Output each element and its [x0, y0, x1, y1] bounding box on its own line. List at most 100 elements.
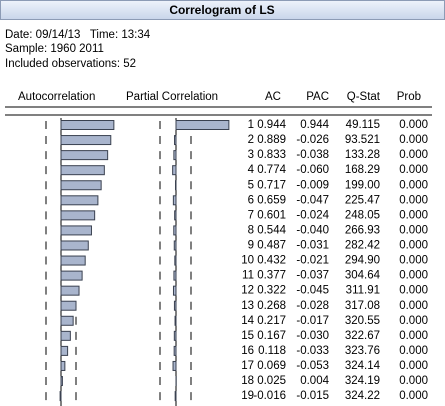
- column-header: Q-Stat: [347, 91, 381, 103]
- pac-bar: [174, 180, 177, 191]
- ac-bar: [60, 150, 109, 161]
- pac-bar: [173, 345, 177, 356]
- ac-bar: [59, 391, 62, 402]
- q-stat: 266.93: [345, 224, 380, 236]
- prob: 0.000: [399, 164, 428, 176]
- pac-value: -0.053: [296, 360, 329, 372]
- pac-bar: [173, 150, 177, 161]
- pac-value: -0.038: [296, 149, 329, 161]
- q-stat: 324.19: [345, 375, 380, 387]
- q-stat: 317.08: [345, 300, 380, 312]
- pac-value: -0.047: [296, 194, 329, 206]
- pac-bar: [173, 270, 177, 281]
- lag: 8: [248, 224, 254, 236]
- prob: 0.000: [399, 255, 428, 267]
- q-stat: 282.42: [345, 240, 380, 252]
- pac-value: -0.033: [296, 345, 329, 357]
- pac-value: -0.026: [296, 134, 329, 146]
- ac-value: 0.889: [257, 134, 286, 146]
- prob: 0.000: [399, 194, 428, 206]
- ac-bar: [60, 255, 86, 266]
- ac-bar: [60, 225, 92, 236]
- prob: 0.000: [399, 209, 428, 221]
- ac-bar: [60, 180, 102, 191]
- ac-value: 0.833: [257, 149, 286, 161]
- ac-value: 0.659: [257, 194, 286, 206]
- prob: 0.000: [399, 285, 428, 297]
- ac-bar: [60, 270, 83, 281]
- lag: 6: [248, 194, 254, 206]
- ac-value: 0.118: [258, 345, 286, 357]
- pac-bar: [172, 285, 177, 296]
- prob: 0.000: [399, 270, 428, 282]
- q-stat: 93.521: [345, 134, 380, 146]
- prob: 0.000: [399, 390, 428, 402]
- pac-bar: [175, 120, 230, 130]
- q-stat: 225.47: [345, 194, 380, 206]
- lag: 4: [248, 164, 255, 176]
- pac-value: -0.037: [296, 270, 329, 282]
- ac-bar: [60, 120, 115, 130]
- q-stat: 323.76: [345, 345, 380, 357]
- ac-value: 0.432: [257, 255, 286, 267]
- pac-bar: [174, 315, 177, 326]
- ac-bar: [60, 360, 66, 371]
- prob: 0.000: [399, 330, 428, 342]
- q-stat: 248.05: [345, 209, 380, 221]
- pac-bar: [172, 195, 177, 206]
- q-stat: 49.115: [346, 119, 380, 131]
- pac-bar: [173, 225, 177, 236]
- ac-bar: [60, 165, 105, 176]
- ac-value: 0.601: [257, 209, 286, 221]
- ac-value: 0.268: [257, 300, 286, 312]
- ac-value: 0.069: [257, 360, 286, 372]
- pac-bar: [174, 210, 177, 221]
- q-stat: 324.22: [345, 390, 380, 402]
- q-stat: 133.28: [345, 149, 380, 161]
- column-header: Prob: [397, 91, 421, 103]
- ac-bar: [60, 195, 99, 206]
- pac-value: -0.030: [296, 330, 329, 342]
- q-stat: 320.55: [345, 315, 380, 327]
- lag: 9: [248, 240, 254, 252]
- window-title: Correlogram of LS: [169, 3, 274, 17]
- prob: 0.000: [399, 119, 428, 131]
- pac-value: 0.004: [300, 375, 329, 387]
- pac-bar: [174, 135, 177, 146]
- ac-value: 0.167: [257, 330, 286, 342]
- prob: 0.000: [399, 345, 428, 357]
- column-header: PAC: [306, 91, 329, 103]
- ac-bar: [60, 300, 77, 311]
- pac-bar: [173, 330, 177, 341]
- pac-bar: [173, 300, 177, 311]
- ac-bar: [60, 330, 71, 341]
- q-stat: 324.14: [345, 360, 381, 372]
- ac-bar: [60, 210, 96, 221]
- lag: 17: [241, 360, 254, 372]
- ac-bar: [60, 315, 74, 326]
- ac-value: 0.544: [257, 224, 286, 236]
- ac-value: 0.217: [257, 315, 286, 327]
- info-line: Date: 09/14/13 Time: 13:34: [5, 29, 151, 41]
- pac-value: -0.040: [296, 224, 329, 236]
- prob: 0.000: [399, 375, 428, 387]
- lag: 2: [248, 134, 254, 146]
- lag: 19: [241, 390, 254, 402]
- lag: 10: [241, 255, 254, 267]
- ac-value: 0.377: [257, 270, 286, 282]
- ac-value: -0.016: [253, 390, 286, 402]
- column-header: AC: [265, 91, 281, 103]
- pac-value: -0.045: [296, 285, 329, 297]
- pac-bar: [172, 165, 177, 176]
- pac-bar: [174, 255, 177, 266]
- ac-value: 0.025: [257, 375, 286, 387]
- pac-value: -0.009: [296, 179, 329, 191]
- lag: 11: [242, 270, 254, 282]
- pac-bar: [173, 240, 177, 251]
- prob: 0.000: [399, 224, 428, 236]
- pac-value: -0.060: [296, 164, 329, 176]
- prob: 0.000: [399, 149, 428, 161]
- pac-value: -0.017: [296, 315, 329, 327]
- lag: 15: [241, 330, 254, 342]
